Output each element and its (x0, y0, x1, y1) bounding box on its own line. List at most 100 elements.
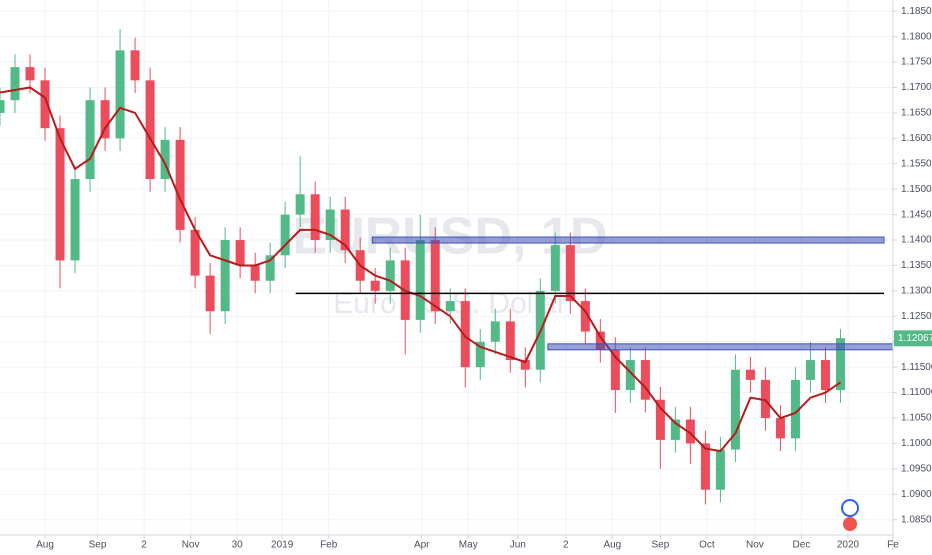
candle-body (580, 301, 590, 332)
y-tick-label: 1.09000 (901, 489, 932, 500)
x-tick-label: 2 (563, 540, 569, 550)
level-band (371, 236, 885, 244)
y-tick-label: 1.14500 (901, 209, 932, 220)
y-tick-label: 1.15500 (901, 158, 932, 169)
candle-body (25, 67, 35, 81)
candle-body (370, 280, 380, 291)
y-tick-label: 1.17000 (901, 82, 932, 93)
y-tick-label: 1.08500 (901, 514, 932, 525)
x-tick-label: Aug (36, 540, 54, 550)
y-tick-label: 1.13000 (901, 286, 932, 297)
y-tick-label: 1.14000 (901, 235, 932, 246)
x-tick-label: Aug (603, 540, 621, 550)
y-tick-label: 1.12500 (901, 311, 932, 322)
candle-body (715, 449, 725, 490)
x-tick-label: Nov (182, 540, 200, 550)
candle-body (640, 360, 650, 400)
candle-body (820, 360, 830, 391)
candle-body (70, 179, 80, 261)
candle-body (385, 260, 395, 291)
x-tick-label: Fe (887, 540, 899, 550)
candle-body (115, 50, 125, 139)
candle-body (10, 67, 20, 101)
candle-body (685, 419, 695, 444)
candle-body (730, 369, 740, 450)
candle-body (550, 245, 560, 291)
y-tick-label: 1.11500 (901, 362, 932, 373)
candle-body (235, 240, 245, 266)
candle-body (625, 360, 635, 391)
candle-body (520, 360, 530, 370)
y-tick-label: 1.16500 (901, 108, 932, 119)
candle-body (565, 245, 575, 302)
last-price-label: 1.12067 (898, 333, 932, 344)
candle-body (205, 275, 215, 312)
x-tick-label: 30 (232, 540, 244, 550)
candle-body (835, 338, 845, 391)
candle-body (0, 100, 5, 113)
candle-body (595, 331, 605, 350)
x-tick-label: 2019 (271, 540, 294, 550)
y-tick-label: 1.13500 (901, 260, 932, 271)
candle-body (415, 240, 425, 320)
candle-body (85, 100, 95, 180)
candle-body (430, 240, 440, 312)
y-tick-label: 1.10500 (901, 413, 932, 424)
candle-body (40, 80, 50, 129)
candle-body (220, 240, 230, 312)
candle-body (475, 341, 485, 368)
y-tick-label: 1.11000 (901, 387, 932, 398)
candle-body (805, 360, 815, 380)
y-tick-label: 1.16000 (901, 133, 932, 144)
candle-body (325, 209, 335, 241)
x-tick-label: Sep (89, 540, 107, 550)
candle-body (175, 139, 185, 230)
y-tick-label: 1.18500 (901, 6, 932, 17)
candle-body (610, 349, 620, 391)
x-tick-label: Dec (793, 540, 811, 550)
candle-body (310, 194, 320, 241)
candle-body (190, 229, 200, 276)
x-tick-label: Jun (510, 540, 526, 550)
indicator-icon[interactable] (841, 499, 859, 517)
candle-body (340, 209, 350, 251)
candle-body (145, 80, 155, 180)
candle-body (445, 301, 455, 312)
x-tick-label: Oct (699, 540, 715, 550)
candle-body (295, 194, 305, 215)
candle-body (265, 255, 275, 281)
x-tick-label: Feb (320, 540, 338, 550)
candle-body (460, 301, 470, 368)
y-tick-label: 1.10000 (901, 438, 932, 449)
level-band (547, 343, 894, 351)
x-tick-label: Sep (651, 540, 669, 550)
moving-average-line (0, 86, 842, 453)
y-tick-label: 1.18000 (901, 31, 932, 42)
x-tick-label: Apr (414, 540, 430, 550)
x-tick-label: May (459, 540, 478, 550)
x-tick-label: 2 (141, 540, 147, 550)
candle-body (280, 214, 290, 256)
candle-body (505, 321, 515, 361)
candle-body (790, 379, 800, 439)
candle-body (100, 100, 110, 139)
candle-body (670, 419, 680, 440)
x-tick-label: 2020 (837, 540, 860, 550)
candle-body (700, 443, 710, 490)
y-tick-label: 1.15000 (901, 184, 932, 195)
candle-body (760, 379, 770, 419)
y-tick-label: 1.17500 (901, 57, 932, 68)
candle-body (55, 128, 65, 261)
candle-body (775, 418, 785, 439)
x-tick-label: Nov (746, 540, 764, 550)
candle-body (160, 139, 170, 180)
candle-body (250, 265, 260, 281)
event-icon[interactable] (843, 517, 857, 531)
candle-body (130, 50, 140, 81)
candle-body (490, 321, 500, 342)
candle-body (745, 369, 755, 380)
candle-body (655, 399, 665, 440)
last-price-box (894, 330, 932, 347)
